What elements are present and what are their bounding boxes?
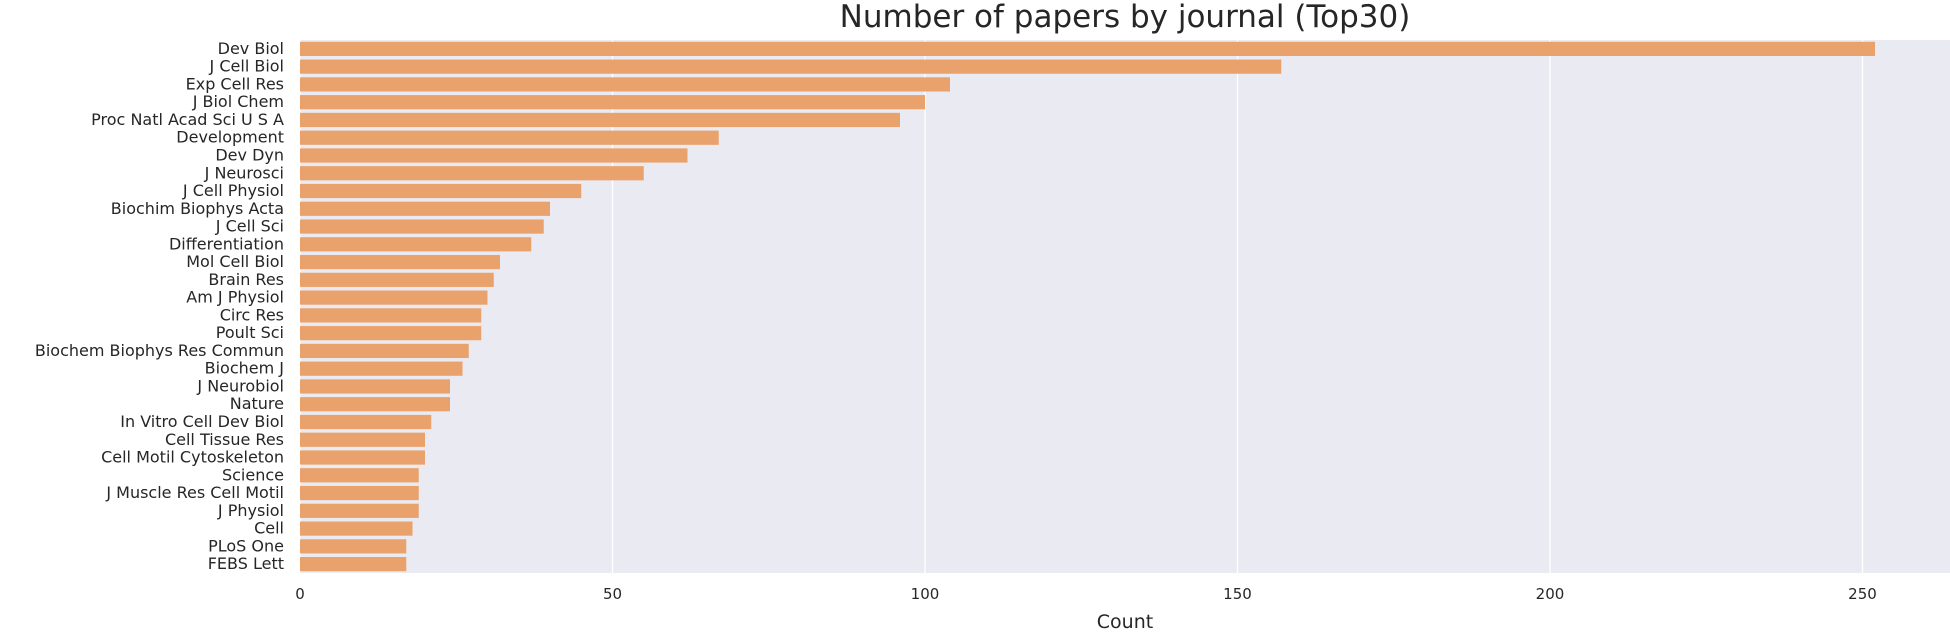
x-tick-label: 0 [295, 585, 305, 603]
y-tick-label: In Vitro Cell Dev Biol [120, 412, 284, 431]
bar [300, 468, 419, 483]
bar [300, 272, 494, 287]
x-tick-labels: 0 50 100 150 200 250 [295, 585, 1877, 603]
bar [300, 237, 532, 252]
bar [300, 130, 719, 145]
y-tick-label: Dev Dyn [215, 145, 284, 164]
y-tick-label: J Cell Sci [215, 217, 284, 236]
bar [300, 254, 500, 270]
bar [300, 77, 950, 92]
bar [300, 290, 488, 305]
bar [300, 503, 419, 518]
x-tick-label: 50 [603, 585, 622, 603]
grid-lines [299, 40, 1864, 573]
chart-title: Number of papers by journal (Top30) [840, 0, 1411, 35]
x-axis-label: Count [1097, 611, 1153, 632]
y-tick-label: J Neurobiol [196, 376, 284, 395]
y-tick-label: Differentiation [169, 234, 284, 253]
y-tick-label: Cell Tissue Res [165, 430, 284, 449]
y-tick-label: J Muscle Res Cell Motil [105, 483, 284, 502]
y-tick-label: J Neurosci [204, 163, 284, 182]
bar [300, 557, 407, 572]
bar [300, 219, 544, 234]
x-tick-label: 100 [911, 585, 940, 603]
bar [300, 95, 925, 110]
y-tick-label: Poult Sci [216, 323, 284, 342]
bar [300, 539, 407, 554]
y-tick-label: Biochem J [205, 359, 284, 378]
plot-area [300, 40, 1950, 573]
y-tick-label: Biochim Biophys Acta [111, 199, 284, 218]
y-tick-label: Cell [254, 519, 284, 538]
y-tick-label: Exp Cell Res [186, 74, 284, 93]
bar [300, 201, 550, 216]
y-tick-label: Science [222, 465, 284, 484]
x-tick-label: 200 [1536, 585, 1565, 603]
y-tick-label: Circ Res [220, 305, 284, 324]
y-tick-label: Brain Res [208, 270, 284, 289]
bar [300, 166, 644, 181]
y-tick-label: Am J Physiol [186, 288, 284, 307]
bar [300, 432, 425, 447]
y-tick-label: Development [176, 128, 284, 147]
bar [300, 183, 582, 199]
bar [300, 326, 482, 341]
bar [300, 379, 450, 394]
y-tick-label: FEBS Lett [208, 554, 284, 573]
y-tick-label: Dev Biol [218, 39, 284, 58]
bar [300, 361, 463, 376]
bar [300, 485, 419, 501]
y-tick-label: Nature [230, 394, 284, 413]
bar [300, 414, 432, 430]
bar [300, 450, 425, 465]
bar [300, 397, 450, 412]
bar [300, 112, 900, 128]
bar [300, 41, 1875, 56]
x-tick-label: 150 [1223, 585, 1252, 603]
bars [300, 41, 1875, 572]
y-tick-label: Proc Natl Acad Sci U S A [91, 110, 284, 129]
y-tick-label: Biochem Biophys Res Commun [35, 341, 284, 360]
y-tick-label: J Cell Physiol [182, 181, 284, 200]
bar [300, 343, 469, 359]
x-tick-label: 250 [1848, 585, 1877, 603]
y-tick-label: J Biol Chem [192, 92, 284, 111]
y-tick-label: J Physiol [217, 501, 284, 520]
y-tick-label: Mol Cell Biol [186, 252, 284, 271]
y-tick-label: PLoS One [208, 536, 284, 555]
y-tick-label: J Cell Biol [209, 57, 284, 76]
bar [300, 308, 482, 323]
bar [300, 148, 688, 163]
bar [300, 59, 1282, 74]
bar [300, 521, 413, 536]
y-tick-label: Cell Motil Cytoskeleton [101, 448, 284, 467]
